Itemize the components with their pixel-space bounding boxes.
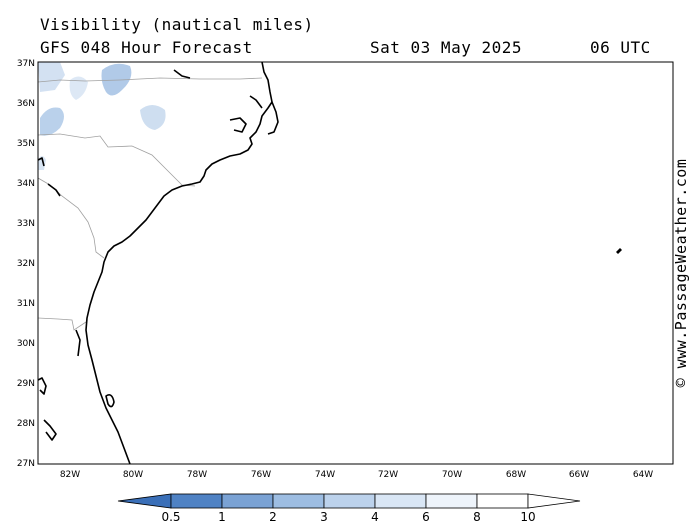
lon-label: 78W bbox=[187, 470, 207, 480]
lat-label: 32N bbox=[17, 259, 35, 269]
lat-label: 37N bbox=[17, 59, 35, 69]
colorbar-swatch bbox=[170, 493, 223, 509]
lon-label: 80W bbox=[123, 470, 143, 480]
lat-label: 27N bbox=[17, 459, 35, 469]
forecast-date: Sat 03 May 2025 bbox=[370, 38, 522, 57]
model-label: GFS 048 Hour Forecast bbox=[40, 38, 253, 57]
colorbar-swatch bbox=[374, 493, 427, 509]
colorbar-swatch bbox=[476, 493, 529, 509]
lon-label: 82W bbox=[60, 470, 80, 480]
colorbar: 0.5 1 2 3 4 6 8 10 bbox=[117, 493, 581, 524]
lat-label: 28N bbox=[17, 419, 35, 429]
island-marker bbox=[616, 248, 622, 254]
colorbar-label: 3 bbox=[320, 510, 328, 524]
colorbar-label: 8 bbox=[473, 510, 481, 524]
map-title: Visibility (nautical miles) bbox=[40, 15, 314, 34]
lat-label: 29N bbox=[17, 379, 35, 389]
lon-label: 74W bbox=[315, 470, 335, 480]
colorbar-swatch bbox=[272, 493, 325, 509]
colorbar-swatch bbox=[117, 493, 172, 509]
colorbar-swatch bbox=[527, 493, 581, 509]
colorbar-swatch bbox=[425, 493, 478, 509]
lon-label: 68W bbox=[506, 470, 526, 480]
colorbar-label: 6 bbox=[422, 510, 430, 524]
lon-label: 64W bbox=[633, 470, 653, 480]
colorbar-label: 0.5 bbox=[161, 510, 180, 524]
forecast-time: 06 UTC bbox=[590, 38, 651, 57]
colorbar-label: 2 bbox=[269, 510, 277, 524]
latitude-axis: 37N 36N 35N 34N 33N 32N 31N 30N 29N 28N … bbox=[17, 59, 35, 469]
colorbar-label: 10 bbox=[520, 510, 535, 524]
longitude-axis: 82W 80W 78W 76W 74W 72W 70W 68W 66W 64W bbox=[60, 470, 653, 480]
lat-label: 35N bbox=[17, 139, 35, 149]
lat-label: 34N bbox=[17, 179, 35, 189]
colorbar-label: 4 bbox=[371, 510, 379, 524]
map-frame bbox=[37, 61, 674, 465]
low-visibility-areas bbox=[38, 62, 166, 170]
lon-label: 70W bbox=[442, 470, 462, 480]
colorbar-label: 1 bbox=[218, 510, 226, 524]
lat-label: 30N bbox=[17, 339, 35, 349]
map-layer bbox=[38, 62, 622, 464]
lon-label: 72W bbox=[378, 470, 398, 480]
lon-label: 76W bbox=[251, 470, 271, 480]
colorbar-swatch bbox=[221, 493, 274, 509]
lat-label: 31N bbox=[17, 299, 35, 309]
lat-label: 36N bbox=[17, 99, 35, 109]
coastline bbox=[38, 62, 279, 464]
lat-label: 33N bbox=[17, 219, 35, 229]
colorbar-swatch bbox=[323, 493, 376, 509]
lon-label: 66W bbox=[569, 470, 589, 480]
